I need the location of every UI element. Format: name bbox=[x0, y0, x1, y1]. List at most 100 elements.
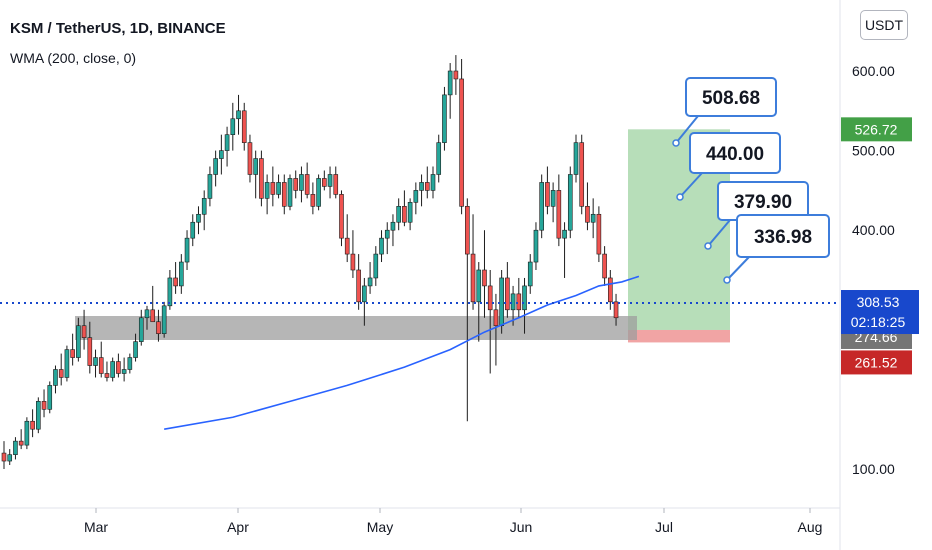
candle-body bbox=[373, 253, 379, 279]
candle-body bbox=[322, 178, 327, 187]
candle bbox=[396, 198, 401, 231]
callout-label: 508.68 bbox=[702, 88, 760, 109]
callout-label: 336.98 bbox=[754, 227, 812, 248]
candle-body bbox=[596, 213, 602, 255]
callout-anchor bbox=[704, 242, 712, 250]
countdown-label: 02:18:25 bbox=[851, 314, 906, 330]
y-tick-label: 400.00 bbox=[852, 222, 895, 238]
candle-body bbox=[316, 178, 321, 207]
candle bbox=[190, 214, 196, 247]
candle bbox=[133, 333, 138, 362]
candle-body bbox=[104, 373, 110, 378]
candle bbox=[196, 206, 201, 235]
candle bbox=[110, 357, 115, 382]
candle-body bbox=[247, 142, 253, 175]
x-tick-label: Aug bbox=[798, 519, 823, 535]
candle-body bbox=[190, 221, 196, 239]
candle-body bbox=[70, 349, 75, 358]
candle bbox=[356, 254, 361, 310]
candle-body bbox=[585, 206, 590, 223]
candle-body bbox=[201, 198, 207, 215]
candle bbox=[236, 94, 241, 135]
candle bbox=[413, 182, 419, 215]
candle-body bbox=[230, 118, 236, 135]
x-tick-label: Apr bbox=[227, 519, 249, 535]
candle bbox=[293, 170, 299, 199]
candle bbox=[161, 301, 167, 338]
x-tick-label: Jun bbox=[510, 519, 533, 535]
candle-body bbox=[150, 309, 156, 323]
candle-body bbox=[379, 237, 384, 255]
candle-body bbox=[24, 420, 30, 446]
candle bbox=[527, 254, 533, 294]
candle bbox=[241, 102, 247, 151]
candle bbox=[30, 409, 35, 438]
candle-body bbox=[356, 269, 361, 303]
candle bbox=[7, 449, 13, 466]
candle-body bbox=[41, 401, 47, 410]
candle-body bbox=[36, 401, 41, 430]
price-tag-target: 526.72 bbox=[841, 117, 912, 142]
candle-body bbox=[350, 253, 356, 271]
candle-body bbox=[573, 142, 579, 175]
candle bbox=[505, 262, 510, 318]
candle-body bbox=[7, 454, 13, 462]
callout-anchor bbox=[672, 139, 680, 147]
candle bbox=[230, 102, 236, 151]
candle bbox=[76, 317, 81, 362]
indicator-label[interactable]: WMA (200, close, 0) bbox=[10, 50, 137, 66]
candle-body bbox=[527, 261, 533, 287]
candle-body bbox=[253, 158, 258, 175]
currency-button[interactable]: USDT bbox=[860, 10, 908, 40]
candle bbox=[407, 198, 413, 231]
price-tag-stop: 261.52 bbox=[841, 350, 912, 375]
candle bbox=[47, 381, 53, 414]
candle-body bbox=[424, 182, 430, 191]
candle-body bbox=[333, 174, 339, 195]
candle-body bbox=[81, 325, 87, 338]
candle-body bbox=[505, 277, 510, 311]
candle-body bbox=[259, 158, 264, 199]
candle bbox=[70, 333, 75, 366]
candle bbox=[173, 262, 178, 294]
candle-body bbox=[299, 174, 304, 191]
candle-body bbox=[590, 213, 596, 223]
candle bbox=[516, 277, 522, 318]
candle-body bbox=[493, 309, 499, 327]
candle bbox=[127, 353, 133, 374]
candle bbox=[322, 170, 327, 191]
candle-body bbox=[241, 110, 247, 143]
candle-body bbox=[459, 78, 464, 207]
candle bbox=[304, 162, 310, 199]
candle-body bbox=[436, 142, 442, 175]
candle-body bbox=[138, 317, 144, 342]
candle-body bbox=[13, 440, 18, 455]
candle-body bbox=[276, 182, 281, 195]
candle-body bbox=[144, 309, 150, 319]
y-tick-label: 100.00 bbox=[852, 461, 895, 477]
candle-body bbox=[522, 285, 527, 311]
candle-body bbox=[539, 182, 544, 231]
candle bbox=[602, 246, 607, 286]
candle bbox=[264, 174, 270, 215]
callout-label: 440.00 bbox=[706, 144, 764, 165]
candle-body bbox=[196, 213, 201, 223]
candle-body bbox=[447, 70, 453, 96]
candle bbox=[156, 309, 161, 342]
callout-pointer bbox=[679, 172, 703, 198]
candle-body bbox=[545, 182, 550, 207]
candle-body bbox=[430, 174, 436, 191]
callout-label: 379.90 bbox=[734, 192, 792, 213]
candle bbox=[98, 341, 104, 378]
candle-body bbox=[133, 341, 138, 358]
candle bbox=[316, 174, 321, 211]
candle-body bbox=[270, 182, 276, 195]
candle-body bbox=[161, 305, 167, 334]
candle bbox=[522, 277, 527, 334]
candle-body bbox=[550, 190, 556, 207]
candle-body bbox=[367, 277, 373, 287]
candle-body bbox=[116, 361, 121, 374]
candle-body bbox=[30, 420, 35, 430]
candle bbox=[259, 150, 264, 207]
